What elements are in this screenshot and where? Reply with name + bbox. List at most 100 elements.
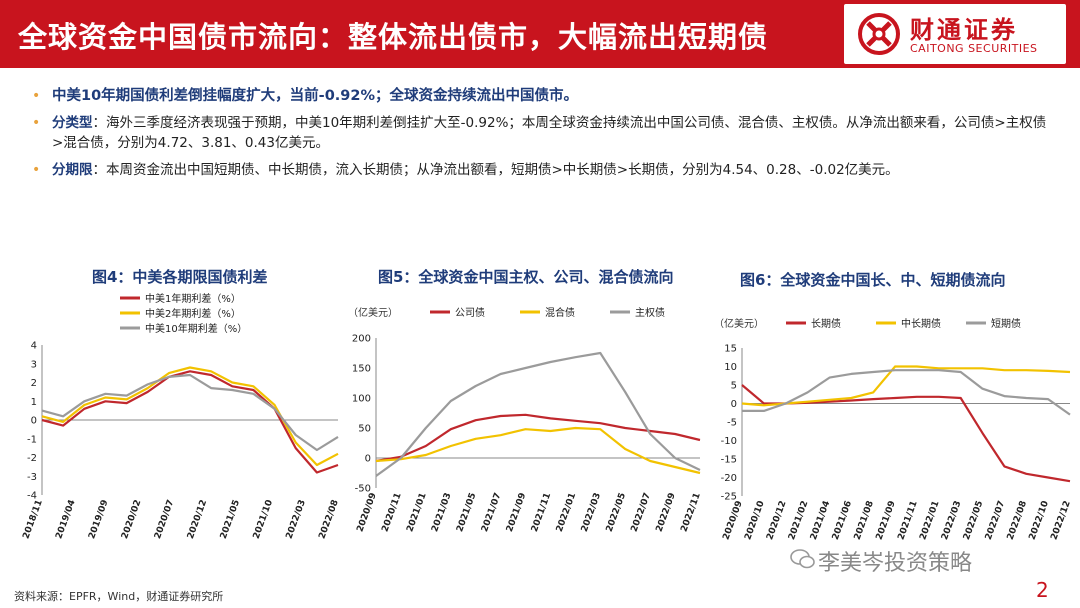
x-tick-label: 2022/08	[1006, 500, 1029, 542]
bullet-item: • 分期限：本周资金流出中国短期债、中长期债，流入长期债；从净流出额看，短期债>…	[30, 160, 1050, 180]
y-tick-label: 0	[365, 454, 371, 465]
x-tick-label: 2021/11	[530, 492, 553, 534]
bullet-label: 分类型	[52, 115, 93, 131]
legend-label: 短期债	[991, 317, 1021, 330]
x-tick-label: 2022/09	[655, 492, 678, 534]
y-tick-label: 15	[724, 344, 737, 355]
bullet-separator: ：	[92, 115, 107, 131]
x-tick-label: 2021/05	[219, 499, 242, 541]
x-tick-label: 2022/10	[1028, 500, 1051, 542]
x-tick-label: 2021/03	[430, 492, 453, 534]
y-tick-label: -3	[27, 472, 37, 483]
chart-unit-label: （亿美元）	[714, 317, 764, 330]
x-tick-label: 2021/06	[831, 500, 854, 542]
x-tick-label: 2021/02	[787, 500, 810, 542]
y-tick-label: -25	[721, 492, 737, 503]
x-tick-label: 2019/04	[54, 499, 77, 541]
y-tick-label: 0	[731, 399, 737, 410]
legend-label: 公司债	[455, 306, 485, 319]
chart4-title: 图4：中美各期限国债利差	[92, 268, 268, 286]
legend-label: 主权债	[635, 306, 665, 319]
x-tick-label: 2022/07	[984, 500, 1007, 542]
x-tick-label: 2021/11	[896, 500, 919, 542]
y-tick-label: 4	[31, 341, 37, 352]
series-line-2	[41, 366, 339, 467]
y-tick-label: 100	[352, 394, 371, 405]
x-tick-label: 2022/05	[605, 492, 628, 534]
y-tick-label: 50	[358, 424, 371, 435]
chart-unit-label: （亿美元）	[348, 306, 398, 319]
x-tick-label: 2018/11	[21, 499, 44, 541]
x-tick-label: 2022/07	[630, 492, 653, 534]
y-tick-label: -2	[27, 453, 37, 464]
y-tick-label: 5	[731, 381, 737, 392]
x-tick-label: 2022/12	[1049, 500, 1072, 542]
x-tick-label: 2021/07	[480, 492, 503, 534]
brand-name-cn: 财通证券	[910, 16, 1018, 44]
legend-label: 中美1年期利差（%）	[145, 292, 241, 305]
series-line-3	[742, 369, 1071, 416]
y-tick-label: 0	[31, 416, 37, 427]
x-tick-label: 2022/08	[317, 499, 340, 541]
header-bar: 全球资金中国债市流向：整体流出债市，大幅流出短期债 财通证券 CAITONG S…	[0, 0, 1080, 68]
x-tick-label: 2022/05	[962, 500, 985, 542]
y-tick-label: 200	[352, 334, 371, 345]
bullet-dot-icon: •	[32, 88, 41, 104]
x-tick-label: 2022/01	[918, 500, 941, 542]
legend-label: 中美10年期利差（%）	[145, 322, 247, 335]
bullet-text: 海外三季度经济表现强于预期，中美10年期利差倒挂扩大至-0.92%；本周全球资金…	[52, 115, 1047, 151]
series-line-1	[375, 413, 701, 463]
y-tick-label: -10	[721, 436, 737, 447]
x-tick-label: 2021/01	[405, 492, 428, 534]
x-tick-label: 2019/09	[87, 499, 110, 541]
watermark: 李美岑投资策略	[818, 551, 973, 576]
x-tick-label: 2020/09	[721, 500, 744, 542]
y-tick-label: -20	[721, 473, 737, 484]
x-tick-label: 2020/02	[120, 499, 143, 541]
x-tick-label: 2020/10	[743, 500, 766, 542]
x-tick-label: 2020/07	[153, 499, 176, 541]
series-line-1	[41, 370, 339, 474]
chart5-title: 图5：全球资金中国主权、公司、混合债流向	[378, 268, 674, 286]
x-tick-label: 2021/09	[875, 500, 898, 542]
legend-label: 混合债	[545, 306, 575, 319]
x-tick-label: 2021/04	[809, 500, 832, 542]
x-tick-label: 2020/09	[355, 492, 378, 534]
bullet-headline: 中美10年期国债利差倒挂幅度扩大，当前-0.92%；全球资金持续流出中国债市。	[52, 88, 578, 104]
wechat-icon	[790, 549, 815, 569]
y-tick-label: -1	[27, 434, 37, 445]
x-tick-label: 2022/03	[940, 500, 963, 542]
bullet-list: • 中美10年期国债利差倒挂幅度扩大，当前-0.92%；全球资金持续流出中国债市…	[30, 86, 1050, 187]
bullet-dot-icon: •	[32, 162, 41, 178]
y-tick-label: 150	[352, 364, 371, 375]
bullet-dot-icon: •	[32, 115, 41, 131]
legend-label: 长期债	[811, 317, 841, 330]
page-number: 2	[1036, 578, 1049, 602]
bullet-text: 本周资金流出中国短期债、中长期债，流入长期债；从净流出额看，短期债>中长期债>长…	[106, 162, 899, 178]
bullet-item: • 分类型：海外三季度经济表现强于预期，中美10年期利差倒挂扩大至-0.92%；…	[30, 113, 1050, 153]
x-tick-label: 2022/01	[555, 492, 578, 534]
y-tick-label: 10	[724, 362, 737, 373]
x-tick-label: 2021/08	[853, 500, 876, 542]
series-line-1	[741, 384, 1071, 483]
y-tick-label: -50	[355, 484, 371, 495]
brand-logo: 财通证券 CAITONG SECURITIES	[844, 4, 1066, 64]
y-tick-label: 3	[31, 359, 37, 370]
y-tick-label: -4	[27, 491, 37, 502]
x-tick-label: 2022/11	[679, 492, 702, 534]
series-line-2	[741, 365, 1071, 407]
series-line-3	[375, 351, 701, 477]
x-tick-label: 2020/12	[186, 499, 209, 541]
page-title: 全球资金中国债市流向：整体流出债市，大幅流出短期债	[18, 20, 769, 54]
x-tick-label: 2020/11	[380, 492, 403, 534]
chart6-title: 图6：全球资金中国长、中、短期债流向	[740, 271, 1006, 289]
y-tick-label: 1	[31, 397, 37, 408]
series-line-3	[41, 373, 339, 452]
source-note: 资料来源：EPFR，Wind，财通证券研究所	[14, 590, 224, 603]
x-tick-label: 2021/09	[505, 492, 528, 534]
bullet-separator: ：	[92, 162, 107, 178]
x-tick-label: 2021/10	[252, 499, 275, 541]
legend-label: 中美2年期利差（%）	[145, 307, 241, 320]
